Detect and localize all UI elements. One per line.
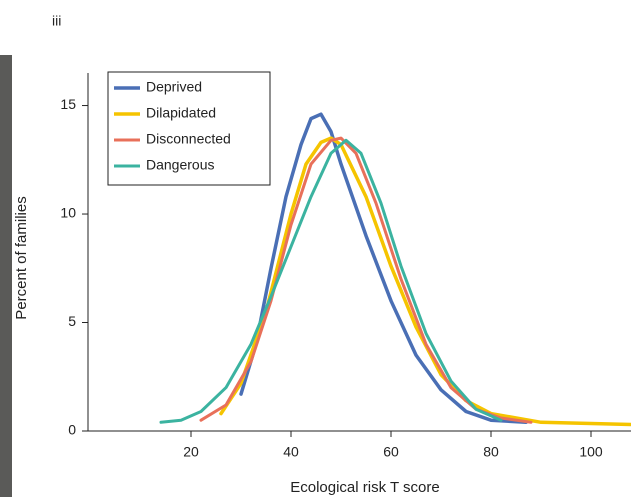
legend-label: Disconnected bbox=[146, 131, 231, 147]
y-tick-label: 0 bbox=[68, 422, 76, 438]
legend-label: Deprived bbox=[146, 79, 202, 95]
series-line bbox=[199, 136, 533, 424]
x-axis-label: Ecological risk T score bbox=[290, 479, 440, 496]
x-tick-label: 20 bbox=[183, 444, 199, 460]
x-tick-label: 80 bbox=[483, 444, 499, 460]
legend-label: Dangerous bbox=[146, 157, 215, 173]
photo-edge bbox=[0, 55, 12, 497]
y-axis-label: Percent of families bbox=[13, 196, 30, 319]
panel-label: iii bbox=[52, 13, 61, 29]
legend-label: Dilapidated bbox=[146, 105, 216, 121]
y-tick-label: 15 bbox=[60, 96, 76, 112]
x-tick-label: 100 bbox=[579, 444, 603, 460]
y-tick-label: 5 bbox=[68, 313, 76, 329]
x-tick-label: 60 bbox=[383, 444, 399, 460]
x-tick-label: 40 bbox=[283, 444, 299, 460]
series-line bbox=[159, 138, 503, 424]
series-line bbox=[219, 136, 631, 427]
y-tick-label: 10 bbox=[60, 205, 76, 221]
